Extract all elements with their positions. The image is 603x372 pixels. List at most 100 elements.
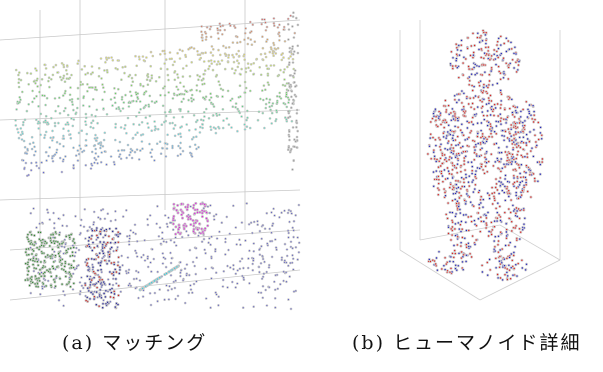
point <box>224 29 226 31</box>
point <box>445 121 447 123</box>
point <box>487 192 489 194</box>
point <box>72 104 74 106</box>
point <box>98 305 100 307</box>
point <box>452 137 454 139</box>
point <box>151 130 153 132</box>
point <box>181 236 183 238</box>
point <box>296 109 298 111</box>
point <box>176 266 178 268</box>
point <box>215 128 217 130</box>
point <box>443 265 445 267</box>
point <box>476 37 478 39</box>
point <box>268 286 270 288</box>
point <box>504 130 506 132</box>
point <box>199 90 201 92</box>
point <box>243 279 245 281</box>
point <box>33 270 35 272</box>
point <box>292 53 294 55</box>
point <box>36 261 38 263</box>
point <box>218 304 220 306</box>
point <box>54 237 56 239</box>
point <box>62 225 64 227</box>
point <box>190 285 192 287</box>
point <box>162 147 164 149</box>
point <box>192 261 194 263</box>
point <box>107 213 109 215</box>
point <box>441 268 443 270</box>
point <box>483 220 485 222</box>
point <box>141 141 143 143</box>
point <box>518 122 520 124</box>
point <box>154 121 156 123</box>
point <box>477 106 479 108</box>
point <box>465 229 467 231</box>
point <box>497 240 499 242</box>
point <box>69 286 71 288</box>
point <box>143 107 145 109</box>
point <box>511 98 513 100</box>
point <box>430 133 432 135</box>
point <box>506 163 508 165</box>
point <box>271 240 273 242</box>
point <box>488 161 490 163</box>
point <box>142 85 144 87</box>
point <box>517 64 519 66</box>
point <box>110 292 112 294</box>
point <box>112 230 114 232</box>
point <box>145 285 147 287</box>
point <box>182 50 184 52</box>
point <box>439 146 441 148</box>
point <box>102 84 104 86</box>
point <box>88 290 90 292</box>
point <box>166 241 168 243</box>
point <box>180 269 182 271</box>
point <box>151 248 153 250</box>
point <box>132 232 134 234</box>
point <box>457 186 459 188</box>
point <box>108 260 110 262</box>
point <box>534 180 536 182</box>
point <box>35 151 37 153</box>
point <box>114 306 116 308</box>
point <box>91 163 93 165</box>
point <box>485 165 487 167</box>
point <box>91 66 93 68</box>
point <box>44 134 46 136</box>
point <box>265 29 267 31</box>
point <box>228 57 230 59</box>
point <box>61 263 63 265</box>
point <box>54 122 56 124</box>
point <box>504 174 506 176</box>
point <box>92 293 94 295</box>
point <box>289 62 291 64</box>
point <box>296 112 298 114</box>
point <box>228 124 230 126</box>
point <box>432 171 434 173</box>
point <box>444 154 446 156</box>
point <box>499 277 501 279</box>
point <box>293 291 295 293</box>
point <box>478 48 480 50</box>
point <box>69 94 71 96</box>
point <box>457 222 459 224</box>
point <box>528 169 530 171</box>
point <box>294 73 296 75</box>
point <box>85 238 87 240</box>
point <box>139 280 141 282</box>
point <box>122 66 124 68</box>
point <box>62 160 64 162</box>
point <box>142 296 144 298</box>
point <box>496 189 498 191</box>
point <box>182 68 184 70</box>
point <box>190 206 192 208</box>
point <box>100 283 102 285</box>
point <box>164 94 166 96</box>
point <box>471 181 473 183</box>
point <box>183 228 185 230</box>
point <box>266 41 268 43</box>
point <box>292 254 294 256</box>
point <box>177 295 179 297</box>
point <box>250 70 252 72</box>
point <box>222 108 224 110</box>
point <box>533 129 535 131</box>
